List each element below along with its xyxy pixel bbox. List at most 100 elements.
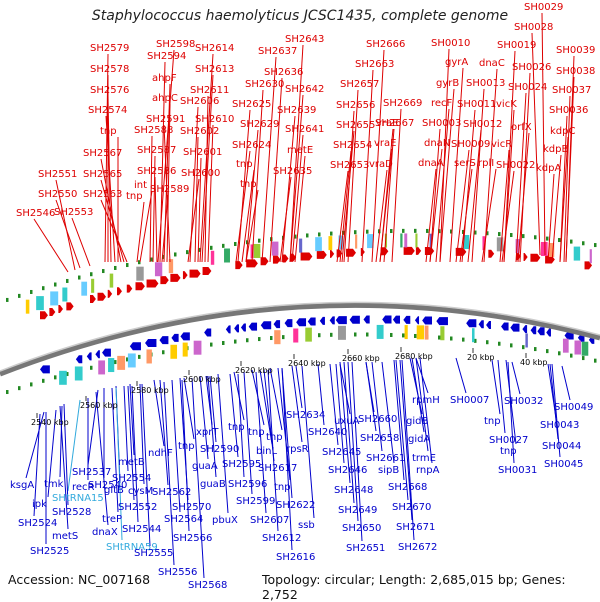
bottom-gene-label: sipB xyxy=(378,465,399,476)
reverse-category-block xyxy=(59,370,67,385)
reverse-gene xyxy=(530,326,537,335)
forward-gene xyxy=(290,253,297,262)
bottom-label-leader xyxy=(329,363,339,446)
reverse-category-block xyxy=(416,325,425,340)
forward-category-block xyxy=(50,291,59,306)
bottom-gene-label: guaA xyxy=(192,461,218,472)
bottom-label-leader xyxy=(141,383,151,547)
forward-gene xyxy=(146,279,159,288)
top-gene-label: SH2579 xyxy=(90,43,129,54)
reverse-category-block xyxy=(127,353,136,368)
top-gene-label: SH2546 xyxy=(16,208,55,219)
bottom-label-leader xyxy=(159,379,169,486)
outer-tick-mark xyxy=(462,229,465,234)
bottom-label-leader xyxy=(217,373,229,514)
bottom-gene-label: metS xyxy=(52,531,78,542)
bottom-label-leader xyxy=(343,361,355,504)
outer-tick-mark xyxy=(426,228,429,233)
bottom-label-leader xyxy=(139,383,145,485)
inner-tick-mark xyxy=(6,390,9,395)
top-label-leader xyxy=(515,92,527,263)
topology-label: Topology: circular; Length: 2,685,015 bp… xyxy=(262,572,566,602)
top-label-leader xyxy=(204,95,209,263)
inner-tick-mark xyxy=(66,372,69,377)
top-label-leader xyxy=(139,190,153,263)
reverse-gene xyxy=(260,321,272,330)
bottom-gene-label: SH0044 xyxy=(542,441,581,452)
bottom-gene-label: tmk xyxy=(44,479,64,490)
outer-tick-mark xyxy=(294,234,297,239)
reverse-gene xyxy=(204,328,212,337)
bottom-gene-label: SH0032 xyxy=(504,396,543,407)
forward-category-block xyxy=(136,266,144,281)
top-label-leader xyxy=(439,48,450,263)
inner-tick-mark xyxy=(570,353,573,358)
bottom-label-leader xyxy=(199,375,209,460)
top-gene-label: kdpA xyxy=(536,163,561,174)
outer-tick-mark xyxy=(570,239,573,244)
forward-category-block xyxy=(299,238,303,253)
reverse-gene xyxy=(273,320,281,329)
outer-tick-mark xyxy=(222,243,225,248)
bottom-gene-label: SH2645 xyxy=(322,447,361,458)
bottom-label-leader xyxy=(347,361,359,522)
top-gene-label: serS xyxy=(454,158,476,169)
top-label-leader xyxy=(347,89,359,263)
outer-tick-mark xyxy=(90,272,93,277)
bottom-gene-label: SH0045 xyxy=(544,459,583,470)
forward-gene xyxy=(170,273,181,282)
forward-gene xyxy=(202,267,212,276)
reverse-category-block xyxy=(193,340,202,355)
top-label-leader xyxy=(483,68,498,263)
bottom-label-leader xyxy=(393,359,405,481)
kbp-label: 2680 kbp xyxy=(395,352,433,361)
kbp-label: 20 kbp xyxy=(467,353,495,362)
kbp-label: 2560 kbp xyxy=(80,401,118,410)
top-label-leader xyxy=(235,150,251,263)
inner-tick-mark xyxy=(90,365,93,370)
outer-tick-mark xyxy=(318,232,321,237)
forward-category-block xyxy=(429,233,432,248)
bottom-gene-label: SH2670 xyxy=(392,502,431,513)
outer-tick-mark xyxy=(582,241,585,246)
bottom-gene-label: SHtRNA15 xyxy=(52,493,104,504)
top-gene-label: SH2574 xyxy=(88,105,127,116)
inner-tick-mark xyxy=(510,343,513,348)
top-gene-label: SH2624 xyxy=(232,140,271,151)
bottom-gene-label: SH2612 xyxy=(262,533,301,544)
bottom-gene-label: pbuX xyxy=(212,515,238,526)
top-label-leader xyxy=(541,12,546,256)
top-label-leader xyxy=(291,134,304,263)
kbp-label: 2540 kbp xyxy=(31,418,69,427)
bottom-label-leader xyxy=(111,387,119,513)
top-gene-label: SH2606 xyxy=(180,96,219,107)
reverse-gene xyxy=(349,315,360,324)
reverse-category-block xyxy=(581,341,589,356)
reverse-category-block xyxy=(337,325,346,340)
outer-tick-mark xyxy=(246,240,249,245)
bottom-label-leader xyxy=(229,373,239,458)
forward-gene xyxy=(182,271,188,280)
top-gene-label: SH2586 xyxy=(137,166,176,177)
bottom-gene-label: gidA xyxy=(408,434,430,445)
outer-tick-mark xyxy=(438,229,441,234)
top-gene-label: SH2610 xyxy=(195,114,234,125)
top-gene-label: SH0009 xyxy=(451,139,490,150)
top-gene-label: SH2600 xyxy=(181,168,220,179)
top-gene-label: SH2654 xyxy=(333,140,372,151)
outer-tick-mark xyxy=(546,236,549,241)
outer-tick-mark xyxy=(78,275,81,280)
top-gene-label: dnaA xyxy=(418,158,444,169)
bottom-gene-label: SH2660 xyxy=(358,414,397,425)
top-gene-label: SH0013 xyxy=(466,78,505,89)
top-gene-label: vraE xyxy=(376,118,398,129)
top-gene-label: SH0039 xyxy=(556,45,595,56)
top-label-leader xyxy=(449,67,464,263)
top-gene-label: SH0024 xyxy=(508,82,547,93)
reverse-category-block xyxy=(108,358,115,373)
top-gene-label: SH2642 xyxy=(285,84,324,95)
top-gene-label: SH2567 xyxy=(83,148,122,159)
reverse-category-block xyxy=(574,340,582,355)
top-gene-label: SH2563 xyxy=(83,189,122,200)
